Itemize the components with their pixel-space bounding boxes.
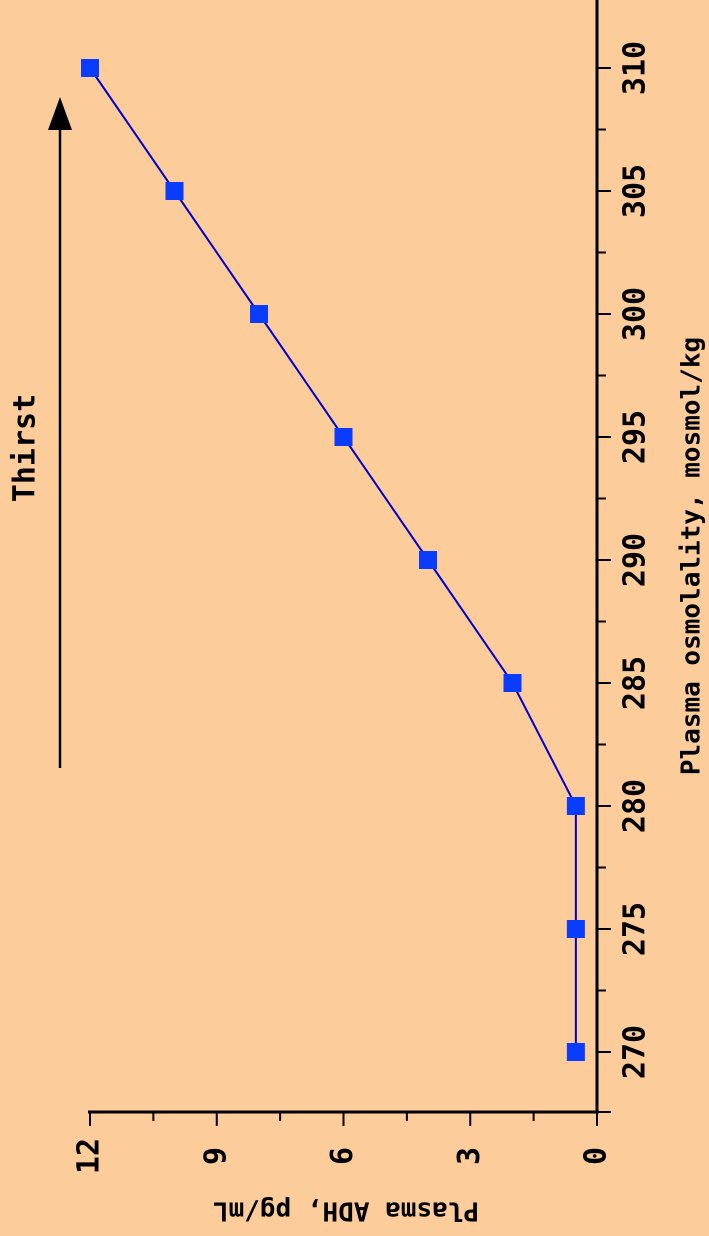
- data-point: [250, 305, 268, 323]
- thirst-arrow: [48, 97, 72, 768]
- data-marks: [81, 59, 585, 1061]
- labels: Plasma osmolality, mosmol/kg Plasma ADH,…: [8, 337, 707, 1226]
- y-tick-label: 6: [325, 1147, 360, 1165]
- x-axis-label: Plasma osmolality, mosmol/kg: [677, 337, 707, 775]
- x-tick-label: 310: [618, 41, 653, 95]
- x-tick-label: 300: [618, 287, 653, 341]
- data-point: [419, 551, 437, 569]
- x-tick-label: 305: [618, 164, 653, 218]
- y-tick-label: 0: [579, 1147, 614, 1165]
- series-line: [89, 67, 577, 1052]
- data-point: [165, 182, 184, 200]
- x-tick-label: 285: [618, 656, 653, 710]
- x-tick-label: 290: [618, 533, 653, 587]
- axes: 270 275 280 285 290 295 300 305 310 0 3 6 9 12: [72, 0, 653, 1174]
- y-tick-label: 3: [452, 1147, 487, 1165]
- data-point: [81, 59, 99, 77]
- y-axis-label: Plasma ADH, pg/mL: [213, 1196, 479, 1226]
- x-tick-label: 280: [618, 779, 653, 833]
- data-point: [334, 428, 353, 446]
- data-point: [566, 797, 585, 815]
- x-tick-label: 270: [618, 1025, 653, 1079]
- data-point: [503, 674, 522, 692]
- thirst-annotation: Thirst: [8, 394, 43, 502]
- y-tick-label: 12: [72, 1138, 107, 1174]
- data-point: [566, 920, 585, 938]
- y-tick-label: 9: [198, 1147, 233, 1165]
- x-tick-label: 295: [618, 410, 653, 464]
- data-point: [566, 1043, 585, 1061]
- x-tick-label: 275: [618, 902, 653, 956]
